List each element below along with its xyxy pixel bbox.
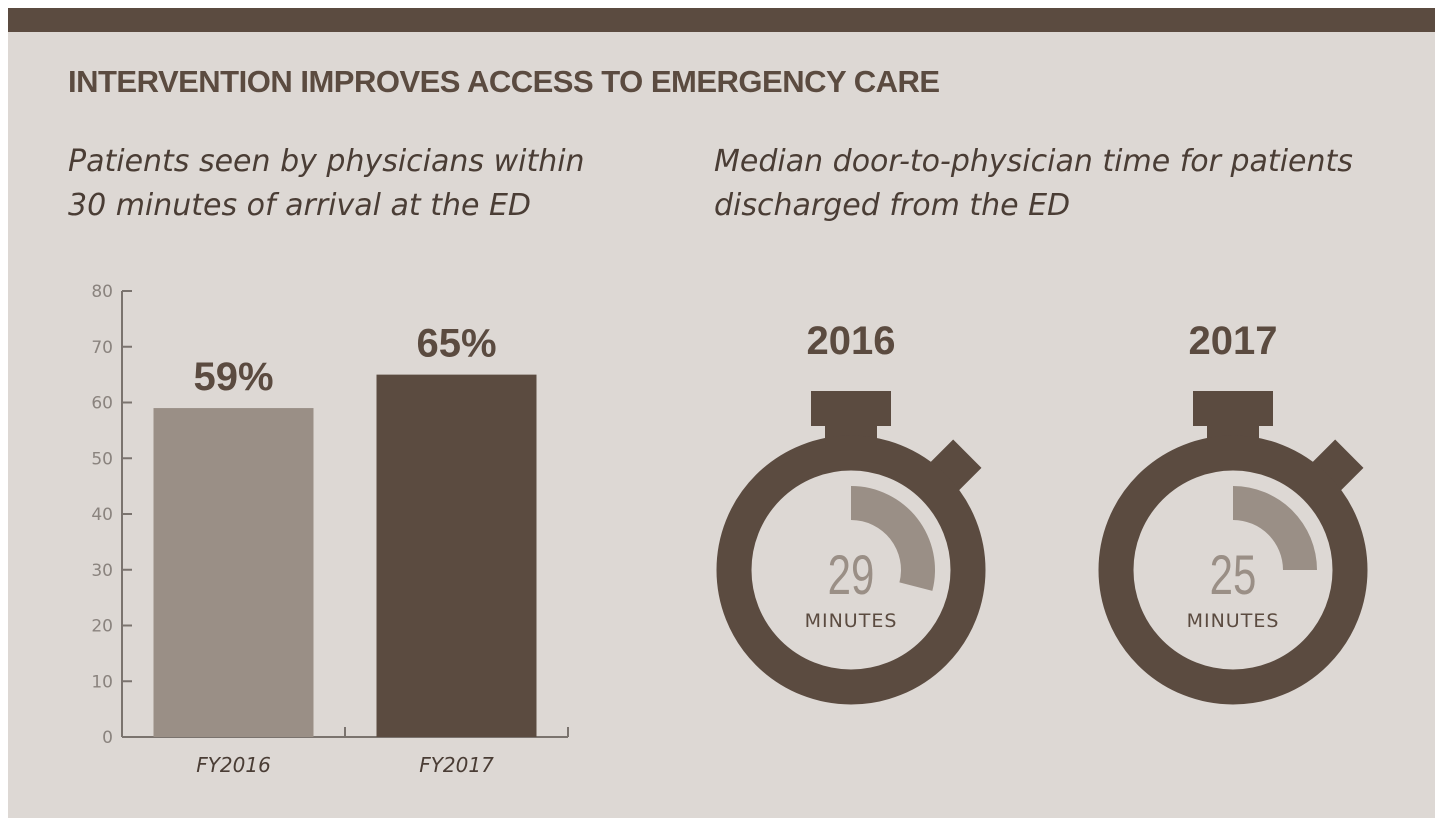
elapsed-time-arc	[851, 486, 935, 591]
gauge-chart-title-line: Median door-to-physician time for patien…	[714, 144, 1353, 179]
data-label: 65%	[416, 322, 496, 366]
stopwatch-icon	[716, 391, 986, 705]
bar-fy2016	[153, 408, 314, 737]
y-tick-label: 60	[91, 394, 113, 414]
x-tick-label: FY2016	[196, 753, 271, 777]
y-tick-label: 70	[91, 338, 113, 358]
gauge-year-label: 2017	[1189, 319, 1278, 363]
stopwatch-ring	[1098, 435, 1368, 705]
stopwatch-side-button	[930, 439, 982, 491]
stopwatch-icon	[1098, 391, 1368, 705]
bar-chart-title-line: Patients seen by physicians within	[68, 144, 585, 179]
stopwatch-side-button	[1312, 439, 1364, 491]
y-tick-label: 50	[91, 449, 113, 469]
y-tick-label: 30	[91, 561, 113, 581]
stopwatch-ring	[716, 435, 986, 705]
y-tick-label: 0	[102, 728, 113, 748]
gauge-chart-title: Median door-to-physician time for patien…	[714, 140, 1414, 228]
y-tick-label: 10	[91, 672, 113, 692]
bar-chart-title-line: 30 minutes of arrival at the ED	[68, 188, 532, 223]
page-title: INTERVENTION IMPROVES ACCESS TO EMERGENC…	[68, 64, 940, 99]
gauge-value: 29	[828, 544, 875, 606]
top-bar	[8, 8, 1435, 32]
gauge-chart-title-line: discharged from the ED	[714, 188, 1071, 223]
gauge-value: 25	[1210, 544, 1257, 606]
bar-chart-title: Patients seen by physicians within 30 mi…	[68, 140, 628, 228]
y-tick-label: 20	[91, 617, 113, 637]
gauge-unit-label: MINUTES	[805, 610, 898, 632]
gauge-unit-label: MINUTES	[1187, 610, 1280, 632]
y-tick-label: 40	[91, 505, 113, 525]
bar-fy2017	[376, 374, 537, 737]
gauge-year-label: 2016	[807, 319, 896, 363]
x-tick-label: FY2017	[419, 753, 494, 777]
elapsed-time-arc	[1233, 486, 1317, 570]
y-tick-label: 80	[91, 282, 113, 302]
data-label: 59%	[193, 355, 273, 399]
